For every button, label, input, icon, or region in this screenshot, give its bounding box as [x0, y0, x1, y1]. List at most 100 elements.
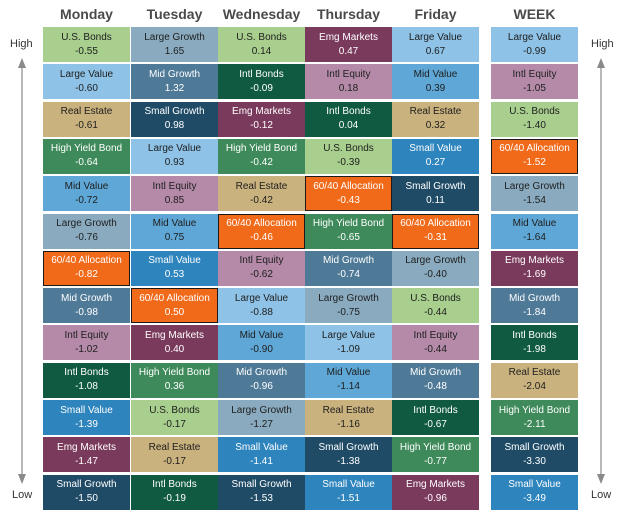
- return-value: -0.62: [250, 269, 273, 281]
- asset-class-label: 60/40 Allocation: [313, 180, 384, 192]
- asset-class-label: U.S. Bonds: [323, 143, 374, 155]
- column-header-thursday: Thursday: [316, 6, 380, 22]
- asset-class-label: High Yield Bond: [312, 218, 385, 229]
- quilt-cell: U.S. Bonds -0.17: [131, 400, 218, 435]
- quilt-cell: U.S. Bonds -0.44: [392, 288, 479, 324]
- quilt-cell: Mid Value 0.39: [392, 64, 479, 100]
- return-value: 0.04: [338, 120, 359, 132]
- asset-class-label: Intl Bonds: [239, 68, 284, 80]
- return-value: -0.42: [250, 157, 273, 169]
- high-label-left: High: [10, 38, 33, 50]
- quilt-cell: Mid Growth -0.96: [218, 362, 305, 398]
- return-value: -0.65: [337, 232, 360, 243]
- quilt-cell: Large Growth -1.27: [218, 400, 305, 435]
- return-value: -1.69: [523, 269, 546, 281]
- quilt-cell: Mid Growth 1.32: [131, 64, 218, 100]
- return-value: -1.50: [75, 493, 98, 505]
- quilt-cell: Mid Value -1.14: [305, 362, 392, 398]
- asset-class-label: Mid Value: [239, 329, 284, 341]
- quilt-cell: Intl Equity -1.05: [491, 64, 578, 100]
- quilt-cell: High Yield Bond -0.64: [43, 138, 130, 174]
- return-value: 0.47: [338, 45, 359, 57]
- quilt-cell: Mid Value 0.75: [131, 213, 218, 249]
- asset-class-label: Large Growth: [144, 31, 205, 43]
- return-value: 0.67: [425, 45, 446, 57]
- quilt-cell: Mid Growth -1.84: [491, 288, 578, 324]
- asset-class-label: Mid Value: [512, 218, 557, 229]
- column-header-week: WEEK: [513, 6, 556, 22]
- column-header-monday: Monday: [60, 6, 113, 22]
- asset-class-label: Intl Equity: [512, 68, 557, 80]
- quilt-cell: Emg Markets 0.40: [131, 325, 218, 361]
- quilt-cell: High Yield Bond -0.77: [392, 437, 479, 473]
- return-value: -0.82: [75, 269, 98, 281]
- return-value: -0.98: [75, 306, 98, 318]
- asset-class-label: Mid Growth: [235, 367, 288, 379]
- quilt-cell: Small Growth -1.53: [218, 474, 305, 510]
- return-value: 0.40: [164, 343, 185, 355]
- return-value: -0.12: [250, 120, 273, 132]
- return-value: -0.67: [424, 418, 447, 430]
- quilt-cell: Mid Growth -0.48: [392, 362, 479, 398]
- asset-class-label: Intl Equity: [326, 68, 371, 80]
- asset-class-label: Emg Markets: [57, 441, 116, 453]
- return-value: -1.09: [337, 343, 360, 355]
- asset-class-label: Small Growth: [56, 479, 117, 491]
- return-value: -0.90: [250, 343, 273, 355]
- return-value: -0.61: [75, 120, 98, 132]
- return-value: 0.75: [164, 232, 185, 243]
- quilt-cell: Real Estate -0.61: [43, 101, 130, 137]
- asset-class-label: Mid Value: [413, 68, 458, 80]
- quilt-cell: Small Growth -3.30: [491, 437, 578, 473]
- return-value: 0.36: [164, 381, 185, 393]
- return-value: -2.04: [523, 381, 546, 393]
- quilt-cell: Large Value 0.67: [392, 27, 479, 62]
- asset-class-label: Mid Growth: [409, 367, 462, 379]
- asset-class-label: Large Value: [59, 68, 114, 80]
- column-header-tuesday: Tuesday: [146, 6, 203, 22]
- asset-class-label: Emg Markets: [505, 255, 564, 267]
- asset-class-label: Intl Equity: [239, 255, 284, 267]
- return-value: -1.98: [523, 343, 546, 355]
- asset-class-label: High Yield Bond: [225, 143, 298, 155]
- asset-class-label: 60/40 Allocation: [499, 143, 570, 155]
- high-label-right: High: [591, 38, 614, 50]
- asset-class-label: U.S. Bonds: [149, 404, 200, 416]
- return-value: -0.09: [250, 82, 273, 94]
- asset-class-label: Large Value: [234, 292, 289, 304]
- return-value: -1.41: [250, 455, 273, 467]
- return-value: 0.39: [425, 82, 446, 94]
- asset-class-label: 60/40 Allocation: [400, 218, 471, 229]
- return-value: -1.14: [337, 381, 360, 393]
- asset-class-label: Mid Value: [152, 218, 197, 229]
- left-arrow-icon: [18, 58, 26, 484]
- quilt-cell: Real Estate -2.04: [491, 362, 578, 398]
- asset-class-label: Large Growth: [504, 180, 565, 192]
- asset-class-label: U.S. Bonds: [410, 292, 461, 304]
- return-value: -0.64: [75, 157, 98, 169]
- asset-class-label: Small Value: [148, 255, 201, 267]
- quilt-cell: Small Growth 0.11: [392, 176, 479, 212]
- quilt-cell: 60/40 Allocation -0.46: [218, 213, 305, 249]
- return-value: -0.17: [163, 455, 186, 467]
- asset-class-label: Small Value: [409, 143, 462, 155]
- return-value: -0.48: [424, 381, 447, 393]
- quilt-cell: Real Estate -0.42: [218, 176, 305, 212]
- quilt-cell: Large Value -1.09: [305, 325, 392, 361]
- quilt-cell: Emg Markets -1.69: [491, 250, 578, 286]
- return-value: -1.53: [250, 493, 273, 505]
- return-value: -3.49: [523, 493, 546, 505]
- return-value: -0.55: [75, 45, 98, 57]
- low-label-left: Low: [12, 489, 33, 501]
- asset-class-label: Intl Bonds: [326, 106, 371, 118]
- quilt-cell: Small Value -1.51: [305, 474, 392, 510]
- asset-class-label: High Yield Bond: [50, 143, 123, 155]
- return-value: -2.11: [523, 418, 546, 430]
- asset-class-label: Small Growth: [318, 441, 379, 453]
- asset-class-label: Small Value: [322, 479, 375, 491]
- asset-class-label: Mid Growth: [60, 292, 113, 304]
- return-value: -1.27: [250, 418, 273, 430]
- quilt-cell: Emg Markets 0.47: [305, 27, 392, 62]
- quilt-cell: High Yield Bond -2.11: [491, 400, 578, 435]
